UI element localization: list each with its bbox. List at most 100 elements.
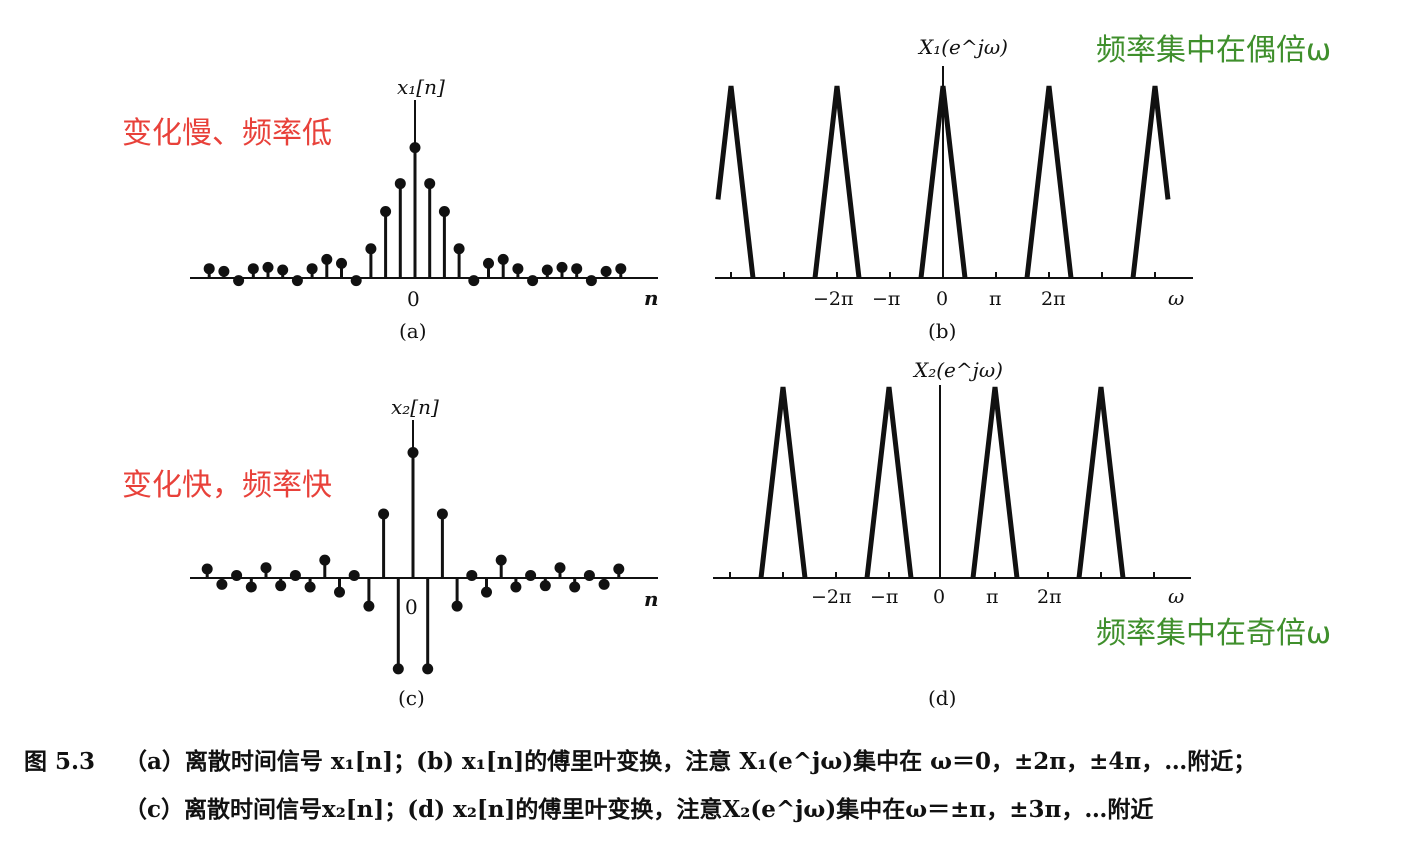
c-sample	[319, 554, 331, 566]
c-sample	[260, 562, 272, 574]
label-b: (b)	[928, 319, 956, 343]
tick-d-2pi: 2π	[1037, 586, 1062, 608]
a-sample	[527, 275, 539, 287]
title-a: x₁[n]	[397, 75, 445, 99]
a-sample	[483, 257, 494, 269]
c-sample	[613, 563, 625, 575]
c-sample	[451, 600, 463, 612]
b-spectrum-peak	[715, 85, 756, 279]
peaks-b	[715, 85, 1171, 279]
a-sample	[468, 275, 480, 287]
label-a: (a)	[399, 319, 427, 343]
c-sample	[275, 580, 287, 592]
a-sample	[424, 178, 436, 190]
tick-b-neg2pi: −2π	[813, 288, 854, 310]
a-sample	[380, 206, 392, 217]
a-sample	[556, 261, 568, 273]
panel-b: X₁(e^jω) −2π −π 0 π 2π ω (b)	[715, 35, 1193, 343]
a-sample	[600, 265, 612, 277]
a-sample	[321, 253, 333, 265]
c-sample	[554, 562, 566, 574]
title-d: X₂(e^jω)	[912, 358, 1003, 382]
panel-d: X₂(e^jω) −2π −π 0 π 2π ω (d)	[713, 358, 1191, 710]
label-c: (c)	[398, 686, 425, 710]
b-spectrum-peak	[1024, 85, 1074, 279]
tick-b-2pi: 2π	[1041, 288, 1066, 310]
a-sample	[394, 178, 406, 190]
a-sample	[336, 257, 347, 269]
origin-a: 0	[407, 287, 420, 311]
a-sample	[438, 206, 450, 217]
c-sample	[216, 578, 228, 590]
tick-b-zero: 0	[936, 288, 948, 310]
caption-line-2: （c）离散时间信号x₂[n]；(d) x₂[n]的傅里叶变换，注意X₂(e^jω…	[124, 796, 1154, 823]
panel-a: x₁[n] 0 n (a)	[190, 75, 659, 343]
a-sample	[615, 263, 627, 275]
b-spectrum-peak	[918, 85, 968, 279]
d-spectrum-peak	[758, 386, 808, 579]
a-sample	[350, 275, 362, 287]
panel-c: x₂[n] 0 n (c)	[190, 395, 659, 710]
a-sample	[218, 265, 230, 277]
axis-label-d: ω	[1168, 584, 1184, 608]
d-spectrum-peak	[1076, 386, 1126, 579]
origin-c: 0	[405, 595, 418, 619]
note-a: 变化慢、频率低	[122, 116, 332, 151]
c-sample	[304, 581, 316, 593]
c-sample	[201, 563, 213, 575]
tick-d-negpi: −π	[870, 586, 898, 608]
caption-figure-number: 图 5.3	[24, 748, 96, 775]
c-sample	[466, 569, 478, 581]
a-sample	[541, 264, 553, 276]
a-sample	[497, 253, 509, 265]
b-spectrum-peak	[1130, 85, 1171, 279]
tick-b-pi: π	[989, 288, 1002, 310]
tick-b-negpi: −π	[872, 288, 900, 310]
c-sample	[598, 578, 610, 590]
a-sample	[203, 263, 215, 275]
c-sample	[422, 663, 434, 675]
c-sample	[334, 586, 345, 598]
tick-d-pi: π	[986, 586, 999, 608]
c-sample	[392, 663, 404, 675]
c-sample	[407, 447, 419, 459]
c-sample	[510, 581, 522, 593]
a-sample	[365, 243, 377, 255]
a-sample	[512, 263, 524, 275]
c-sample	[363, 600, 375, 612]
note-b: 频率集中在偶倍ω	[1096, 33, 1331, 68]
c-sample	[378, 508, 390, 520]
label-d: (d)	[928, 686, 956, 710]
a-sample	[277, 264, 289, 276]
c-sample	[289, 569, 301, 581]
title-b: X₁(e^jω)	[917, 35, 1008, 59]
note-c: 变化快，频率快	[122, 468, 332, 503]
b-spectrum-peak	[812, 85, 862, 279]
d-spectrum-peak	[970, 386, 1020, 579]
axis-label-c: n	[644, 587, 659, 611]
a-sample	[585, 275, 597, 287]
tick-d-zero: 0	[933, 586, 945, 608]
axis-label-a: n	[644, 286, 659, 310]
c-sample	[569, 581, 581, 593]
a-sample	[233, 275, 245, 287]
axis-label-b: ω	[1168, 286, 1184, 310]
a-sample	[247, 263, 259, 275]
a-sample	[409, 142, 421, 154]
tick-d-neg2pi: −2π	[811, 586, 852, 608]
c-sample	[495, 554, 507, 566]
stems-a	[203, 142, 627, 287]
a-sample	[262, 261, 274, 273]
caption-line-1: （a）离散时间信号 x₁[n]；(b) x₁[n]的傅里叶变换，注意 X₁(e^…	[124, 748, 1257, 775]
a-sample	[453, 243, 465, 255]
peaks-d	[729, 386, 1155, 579]
c-sample	[583, 569, 595, 581]
c-sample	[348, 569, 360, 581]
c-sample	[231, 569, 243, 581]
d-spectrum-peak	[864, 386, 914, 579]
a-sample	[306, 263, 318, 275]
title-c: x₂[n]	[391, 395, 439, 419]
c-sample	[525, 569, 537, 581]
c-sample	[436, 508, 448, 520]
stems-c	[201, 447, 625, 675]
